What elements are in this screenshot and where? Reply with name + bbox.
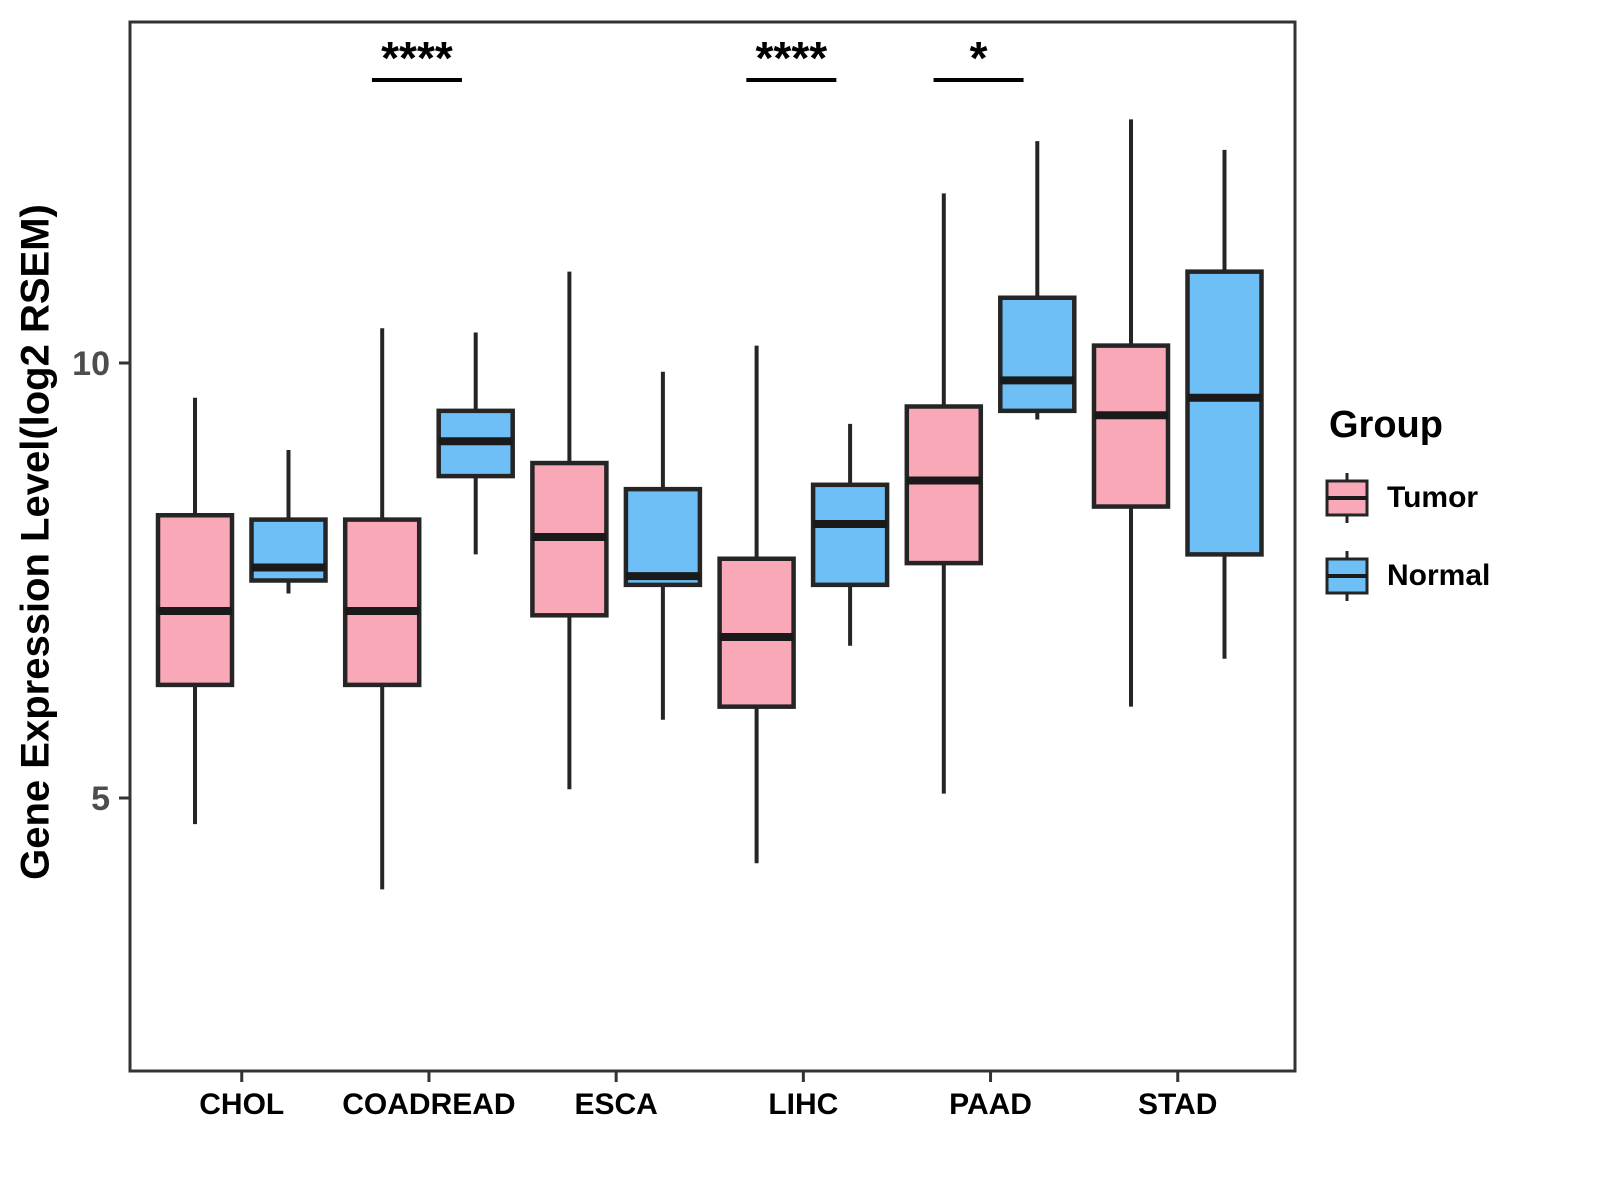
legend-title: Group <box>1329 404 1443 446</box>
normal-boxplot-key-icon <box>1325 551 1369 601</box>
x-category-label: CHOL <box>199 1088 284 1121</box>
box-tumor-COADREAD <box>342 517 422 688</box>
x-category-label: LIHC <box>768 1088 838 1121</box>
box-normal-PAAD <box>998 295 1077 414</box>
x-category-label: COADREAD <box>342 1088 515 1121</box>
box-normal-LIHC <box>810 482 890 588</box>
box-tumor-LIHC <box>717 556 796 709</box>
legend-item-tumor: Tumor <box>1325 473 1595 523</box>
tumor-boxplot-key-icon <box>1325 473 1369 523</box>
x-category-label: PAAD <box>949 1088 1032 1121</box>
significance-label-PAAD: * <box>970 32 988 84</box>
legend-label-tumor: Tumor <box>1387 481 1479 514</box>
y-tick-label: 10 <box>72 345 110 383</box>
x-category-label: ESCA <box>574 1088 657 1121</box>
legend: Group Tumor Normal <box>1325 404 1595 629</box>
significance-label-LIHC: **** <box>756 32 828 84</box>
x-category-label: STAD <box>1138 1088 1217 1121</box>
box-normal-ESCA <box>623 486 703 588</box>
significance-label-COADREAD: **** <box>381 32 453 84</box>
plot-panel-border <box>128 20 1297 1073</box>
box-tumor-PAAD <box>904 404 984 566</box>
box-tumor-CHOL <box>155 513 235 688</box>
box-normal-STAD <box>1185 269 1264 557</box>
y-tick-label: 5 <box>91 780 110 818</box>
legend-item-normal: Normal <box>1325 551 1595 601</box>
y-axis-title: Gene Expression Level(log2 RSEM) <box>13 204 58 880</box>
box-tumor-STAD <box>1091 343 1171 509</box>
legend-label-normal: Normal <box>1387 559 1491 592</box>
